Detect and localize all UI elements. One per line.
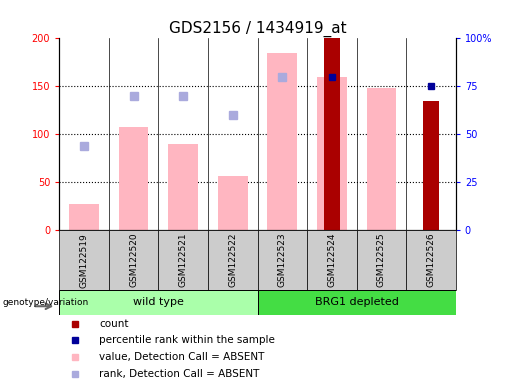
Text: count: count bbox=[99, 318, 128, 329]
Bar bbox=[118, 127, 148, 230]
Bar bbox=[323, 38, 340, 230]
Text: GSM122526: GSM122526 bbox=[426, 233, 436, 288]
Text: GSM122520: GSM122520 bbox=[129, 233, 138, 288]
Bar bbox=[258, 290, 456, 315]
Text: GSM122522: GSM122522 bbox=[228, 233, 237, 287]
Text: value, Detection Call = ABSENT: value, Detection Call = ABSENT bbox=[99, 352, 264, 362]
Title: GDS2156 / 1434919_at: GDS2156 / 1434919_at bbox=[169, 21, 346, 37]
Bar bbox=[367, 88, 396, 230]
Bar bbox=[317, 77, 347, 230]
Text: GSM122524: GSM122524 bbox=[328, 233, 336, 287]
Bar bbox=[59, 290, 258, 315]
Text: GSM122519: GSM122519 bbox=[79, 233, 89, 288]
Bar bbox=[423, 101, 439, 230]
Bar bbox=[258, 230, 307, 290]
Text: GSM122521: GSM122521 bbox=[179, 233, 187, 288]
Text: percentile rank within the sample: percentile rank within the sample bbox=[99, 335, 275, 345]
Text: genotype/variation: genotype/variation bbox=[3, 298, 89, 307]
Bar bbox=[356, 230, 406, 290]
Text: wild type: wild type bbox=[133, 297, 184, 308]
Text: GSM122525: GSM122525 bbox=[377, 233, 386, 288]
Text: GSM122523: GSM122523 bbox=[278, 233, 287, 288]
Bar bbox=[159, 230, 208, 290]
Bar bbox=[109, 230, 159, 290]
Bar bbox=[168, 144, 198, 230]
Bar bbox=[267, 53, 297, 230]
Bar bbox=[59, 230, 109, 290]
Bar bbox=[208, 230, 258, 290]
Bar bbox=[406, 230, 456, 290]
Bar bbox=[218, 176, 248, 230]
Text: rank, Detection Call = ABSENT: rank, Detection Call = ABSENT bbox=[99, 369, 259, 379]
Text: BRG1 depleted: BRG1 depleted bbox=[315, 297, 399, 308]
Bar bbox=[69, 204, 99, 230]
Bar bbox=[307, 230, 356, 290]
